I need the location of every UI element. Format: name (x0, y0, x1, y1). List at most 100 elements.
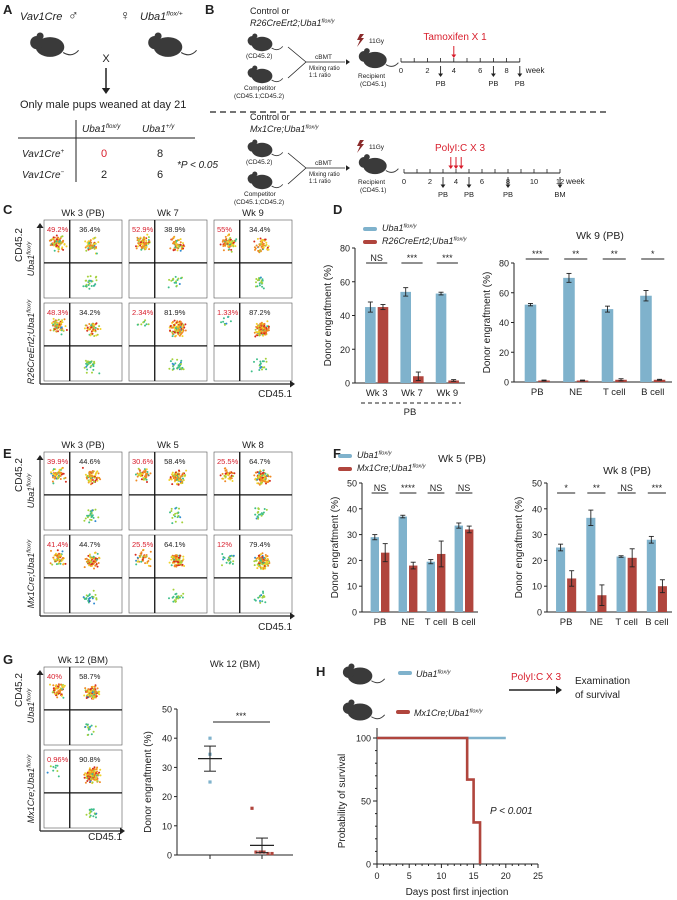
flow-event (261, 513, 264, 516)
flow-event (179, 330, 182, 332)
flow-event (52, 472, 55, 475)
flow-event (174, 275, 177, 278)
flow-event (254, 507, 257, 510)
flow-event (176, 331, 179, 334)
flow-event (174, 248, 176, 251)
flow-event (92, 555, 95, 558)
x-axis-label: CD45.1 (88, 832, 122, 843)
flow-event (92, 323, 95, 326)
flow-plot-frame (213, 219, 293, 299)
genotype-base: Vav1Cre (22, 170, 61, 181)
flow-event (94, 694, 97, 697)
flow-event (140, 241, 143, 244)
flow-event (263, 508, 266, 510)
male-symbol: ♂ (68, 7, 79, 23)
flow-event (136, 245, 139, 248)
female-symbol: ♀ (120, 7, 131, 23)
flow-event (53, 558, 56, 561)
timeline-tick-label: 2 (428, 177, 432, 186)
flow-column-header: Wk 7 (157, 208, 179, 219)
schematic-text: Mixing ratio (309, 66, 340, 72)
flow-event (257, 245, 260, 248)
flow-event (180, 363, 182, 365)
flow-event (147, 236, 150, 239)
flow-event (230, 244, 233, 247)
flow-event (178, 473, 181, 475)
timeline-unit: week (565, 177, 586, 186)
flow-event (92, 516, 95, 519)
flow-event (94, 283, 97, 286)
flow-event (139, 471, 142, 474)
flow-event (169, 476, 172, 479)
genotype-base: Uba1 (26, 487, 36, 509)
competitor-mouse-icon (247, 171, 284, 190)
flow-event (261, 600, 264, 603)
flow-event (56, 770, 59, 772)
flow-event (257, 507, 260, 510)
flow-event (174, 593, 177, 596)
flow-event (172, 514, 175, 516)
cross-arrowhead (101, 88, 111, 94)
flow-event (88, 480, 91, 483)
flow-event (259, 360, 262, 363)
flow-event (53, 239, 56, 242)
flow-event (90, 332, 93, 335)
x-axis-label: CD45.1 (258, 389, 292, 400)
flow-event (139, 474, 142, 477)
flow-row-label: Mx1Cre;Uba1flox/y (26, 539, 36, 609)
panel-letter: H (316, 664, 325, 679)
genotype-base: Uba1 (382, 223, 404, 233)
flow-event (84, 246, 87, 249)
bar-control (435, 293, 447, 383)
flow-event (90, 519, 93, 521)
flow-event (224, 469, 227, 472)
flow-event (262, 242, 265, 245)
flow-event (88, 323, 91, 325)
flow-event (87, 691, 90, 694)
flow-event (181, 326, 184, 329)
flow-event (179, 249, 182, 252)
bar-control (640, 295, 652, 382)
flow-event (88, 282, 91, 285)
flow-event (60, 326, 63, 329)
flow-event (84, 240, 87, 243)
flow-event (260, 241, 263, 244)
flow-event (85, 697, 88, 699)
flow-event (172, 241, 175, 243)
flow-event (256, 285, 259, 288)
flow-event (227, 559, 230, 562)
flow-event (222, 245, 225, 247)
flow-event (94, 775, 97, 778)
flow-event (175, 280, 177, 283)
flow-event (267, 325, 270, 328)
flow-event (177, 597, 180, 600)
flow-event (140, 245, 143, 248)
y-tick-label: 0 (352, 608, 357, 618)
flow-event (145, 239, 148, 242)
flow-event (174, 515, 176, 518)
flow-event (88, 693, 91, 696)
bar-control (556, 547, 566, 612)
panel-letter: D (333, 202, 342, 217)
flow-event (146, 481, 148, 483)
x-tick-label: 20 (501, 871, 511, 881)
flow-event (96, 565, 99, 568)
flow-event (89, 770, 92, 773)
genotype-base: Uba1 (357, 450, 379, 460)
flow-event (179, 320, 182, 323)
flow-row-label: Mx1Cre;Uba1flox/y (26, 754, 36, 824)
flow-event (61, 321, 64, 324)
sample-label: PB (488, 79, 498, 88)
flow-event (97, 562, 100, 564)
recipient-mouse-icon (358, 48, 399, 69)
flow-event (96, 333, 99, 336)
legend-label: Mx1Cre;Uba1flox/y (414, 708, 484, 718)
flow-event (90, 686, 93, 688)
flow-event (88, 600, 91, 603)
flow-event (223, 467, 226, 470)
flow-event (176, 320, 179, 323)
flow-event (59, 475, 62, 477)
flow-event (172, 242, 175, 245)
flow-event (94, 246, 97, 249)
flow-event (142, 554, 145, 557)
